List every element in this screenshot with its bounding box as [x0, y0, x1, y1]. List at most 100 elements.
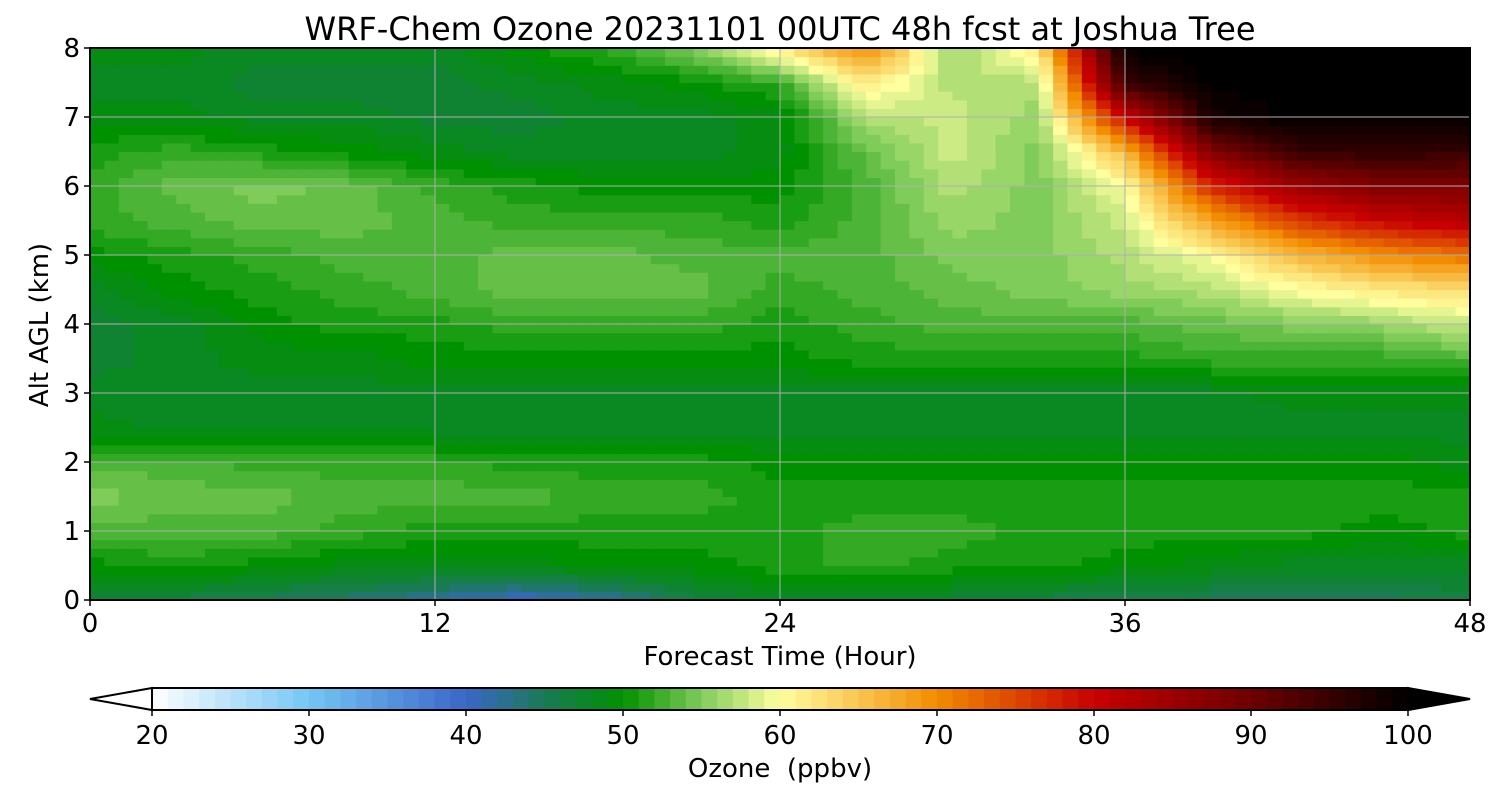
- heatmap-cell: [952, 177, 968, 187]
- heatmap-cell: [147, 324, 163, 334]
- heatmap-cell: [952, 194, 968, 204]
- heatmap-cell: [1024, 315, 1040, 325]
- heatmap-cell: [1254, 505, 1270, 515]
- heatmap-cell: [1455, 565, 1471, 575]
- heatmap-cell: [1455, 367, 1471, 377]
- heatmap-cell: [722, 436, 738, 446]
- heatmap-cell: [1153, 272, 1169, 282]
- heatmap-cell: [377, 349, 393, 360]
- heatmap-cell: [564, 539, 580, 549]
- heatmap-cell: [952, 263, 968, 273]
- heatmap-cell: [219, 375, 235, 385]
- heatmap-cell: [751, 531, 767, 541]
- heatmap-cell: [808, 280, 824, 291]
- heatmap-cell: [895, 548, 910, 558]
- heatmap-cell: [1254, 375, 1270, 385]
- heatmap-cell: [1038, 332, 1054, 342]
- heatmap-cell: [1110, 574, 1126, 584]
- heatmap-cell: [693, 298, 709, 308]
- heatmap-cell: [621, 177, 637, 187]
- heatmap-cell: [1426, 591, 1442, 601]
- heatmap-cell: [736, 237, 752, 247]
- heatmap-cell: [363, 229, 379, 239]
- heatmap-cell: [219, 151, 235, 161]
- heatmap-cell: [1283, 237, 1299, 247]
- heatmap-cell: [966, 306, 982, 316]
- heatmap-cell: [1096, 531, 1112, 541]
- heatmap-cell: [550, 410, 565, 420]
- heatmap-cell: [880, 496, 896, 506]
- heatmap-cell: [104, 548, 120, 558]
- heatmap-cell: [377, 263, 393, 273]
- heatmap-cell: [435, 177, 450, 187]
- heatmap-cell: [895, 410, 910, 420]
- heatmap-cell: [1426, 255, 1442, 265]
- heatmap-cell: [981, 487, 997, 498]
- heatmap-cell: [1383, 470, 1399, 480]
- heatmap-cell: [1297, 358, 1313, 368]
- heatmap-cell: [866, 436, 882, 446]
- heatmap-cell: [995, 211, 1011, 222]
- heatmap-cell: [1297, 574, 1313, 584]
- heatmap-cell: [1125, 324, 1140, 334]
- heatmap-cell: [1168, 263, 1184, 273]
- heatmap-cell: [305, 151, 321, 161]
- heatmap-cell: [320, 393, 335, 403]
- heatmap-cell: [276, 151, 292, 161]
- heatmap-cell: [794, 444, 810, 454]
- heatmap-cell: [320, 444, 335, 454]
- heatmap-cell: [1139, 306, 1155, 316]
- heatmap-cell: [276, 160, 292, 170]
- heatmap-cell: [1096, 168, 1112, 178]
- heatmap-cell: [320, 263, 335, 273]
- heatmap-cell: [578, 531, 594, 541]
- heatmap-cell: [1398, 479, 1414, 489]
- heatmap-cell: [952, 211, 968, 222]
- heatmap-cell: [823, 531, 839, 541]
- heatmap-cell: [1398, 280, 1414, 291]
- heatmap-cell: [650, 306, 666, 316]
- heatmap-cell: [1168, 505, 1184, 515]
- heatmap-cell: [952, 160, 968, 170]
- heatmap-cell: [435, 358, 450, 368]
- heatmap-cell: [966, 496, 982, 506]
- heatmap-cell: [909, 582, 925, 592]
- heatmap-cell: [1139, 211, 1155, 222]
- heatmap-cell: [190, 255, 206, 265]
- heatmap-cell: [205, 375, 220, 385]
- heatmap-cell: [334, 565, 350, 575]
- heatmap-cell: [133, 462, 149, 472]
- heatmap-cell: [923, 556, 939, 567]
- heatmap-cell: [938, 539, 954, 549]
- heatmap-cell: [190, 582, 206, 592]
- heatmap-cell: [880, 289, 896, 299]
- heatmap-cell: [391, 496, 407, 506]
- heatmap-cell: [679, 539, 695, 549]
- heatmap-cell: [1081, 263, 1097, 273]
- heatmap-cell: [1441, 539, 1457, 549]
- heatmap-cell: [363, 255, 379, 265]
- heatmap-cell: [1326, 574, 1342, 584]
- heatmap-cell: [205, 237, 220, 247]
- heatmap-cell: [751, 513, 767, 523]
- heatmap-cell: [722, 186, 738, 196]
- heatmap-cell: [1038, 453, 1054, 463]
- heatmap-cell: [923, 436, 939, 446]
- heatmap-cell: [1326, 427, 1342, 437]
- heatmap-cell: [291, 367, 307, 377]
- heatmap-cell: [909, 574, 925, 584]
- heatmap-cell: [837, 375, 853, 385]
- heatmap-cell: [176, 444, 192, 454]
- heatmap-cell: [1096, 237, 1112, 247]
- heatmap-cell: [406, 427, 422, 437]
- heatmap-cell: [219, 229, 235, 239]
- heatmap-cell: [1110, 539, 1126, 549]
- heatmap-cell: [866, 401, 882, 411]
- heatmap-cell: [1355, 289, 1370, 299]
- heatmap-cell: [1355, 349, 1370, 360]
- heatmap-cell: [1110, 410, 1126, 420]
- heatmap-cell: [851, 168, 867, 178]
- heatmap-cell: [320, 151, 335, 161]
- heatmap-cell: [176, 470, 192, 480]
- heatmap-cell: [1412, 211, 1428, 222]
